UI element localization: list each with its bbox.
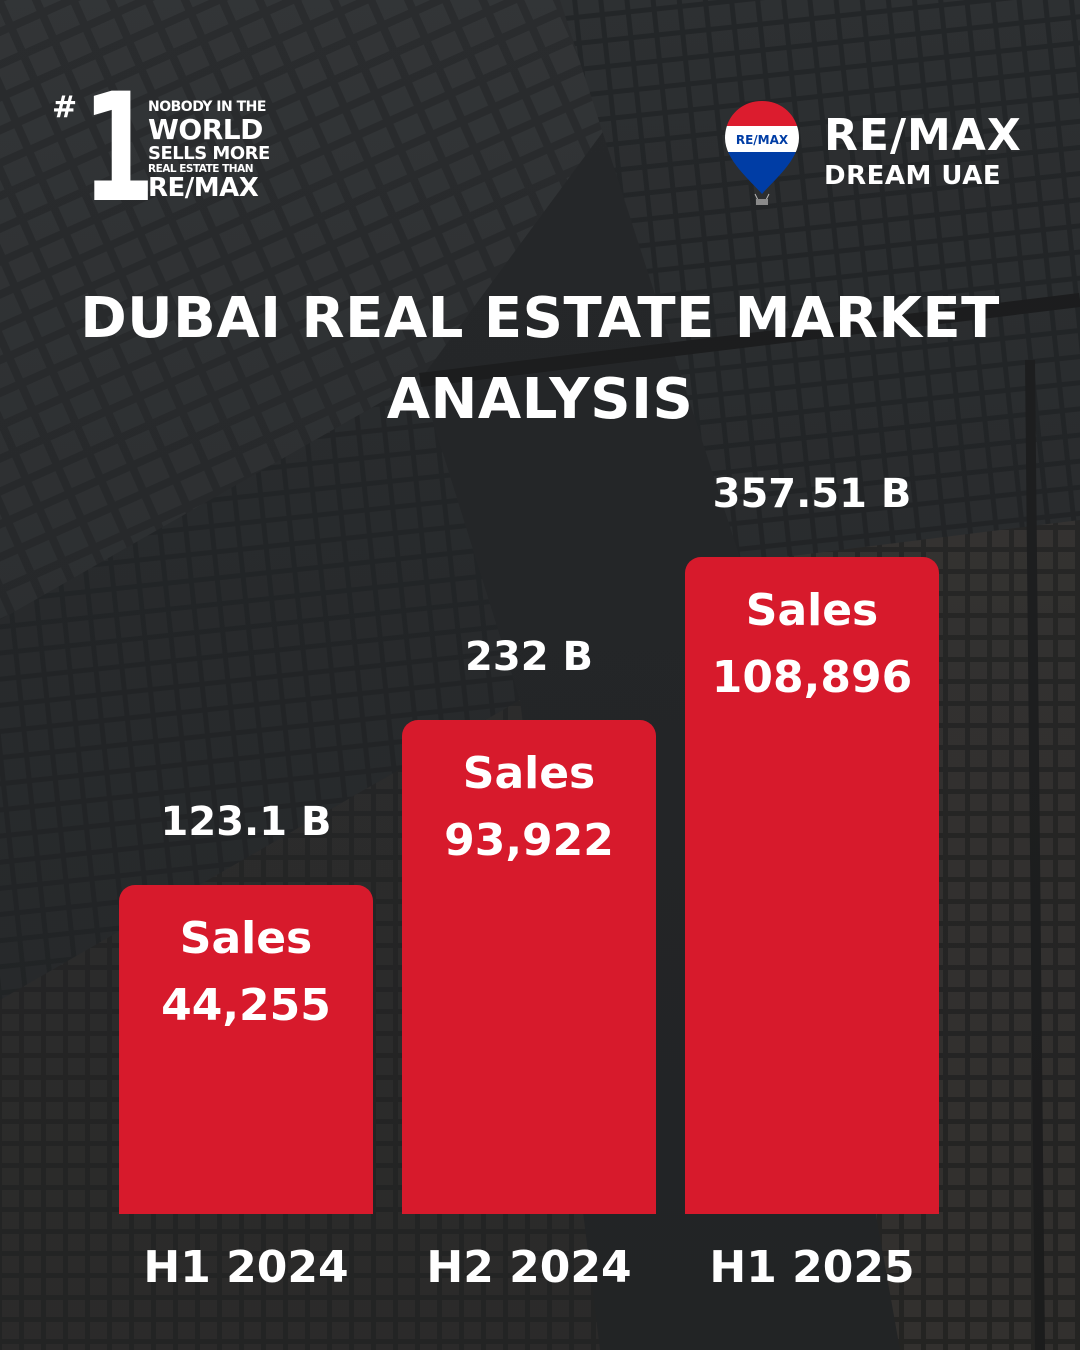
remax-balloon-icon: RE/MAX (725, 101, 799, 205)
badge-hash: # (52, 90, 77, 125)
number-one-badge-logo: # 1 NOBODY IN THE WORLD SELLS MORE REAL … (52, 74, 312, 228)
bar-value-label: 232 B (465, 634, 593, 680)
title-line-2: ANALYSIS (386, 367, 694, 433)
bar-sales-label: Sales (745, 585, 879, 636)
chart-bar (685, 557, 939, 1214)
badge-line-1: NOBODY IN THE (148, 99, 266, 115)
brand-name: RE/MAX (824, 110, 1022, 161)
category-label: H1 2025 (709, 1242, 915, 1293)
badge-line-5: RE/MAX (148, 172, 259, 203)
bar-sales-count: 93,922 (444, 815, 614, 866)
badge-line-2: WORLD (148, 113, 263, 146)
brand-subtitle: DREAM UAE (824, 161, 1002, 191)
bar-sales-count: 108,896 (711, 652, 913, 703)
bar-sales-label: Sales (462, 748, 596, 799)
badge-number: 1 (82, 62, 155, 236)
category-label: H1 2024 (143, 1242, 349, 1293)
bar-value-label: 123.1 B (160, 799, 332, 845)
badge-text: NOBODY IN THE WORLD SELLS MORE REAL ESTA… (148, 100, 323, 201)
page-title: DUBAI REAL ESTATE MARKET ANALYSIS (60, 278, 1020, 440)
remax-dream-uae-brand: RE/MAX RE/MAX DREAM UAE (722, 98, 1042, 208)
badge-line-4: REAL ESTATE THAN (148, 163, 253, 175)
chart-bar (402, 720, 656, 1214)
balloon-text: RE/MAX (736, 133, 789, 147)
bar-sales-count: 44,255 (161, 980, 331, 1031)
bar-value-label: 357.51 B (712, 471, 912, 517)
badge-line-3: SELLS MORE (148, 143, 270, 164)
title-line-1: DUBAI REAL ESTATE MARKET (80, 286, 1000, 351)
category-label: H2 2024 (426, 1242, 632, 1293)
bar-sales-label: Sales (179, 913, 313, 964)
chart-bar (119, 885, 373, 1214)
